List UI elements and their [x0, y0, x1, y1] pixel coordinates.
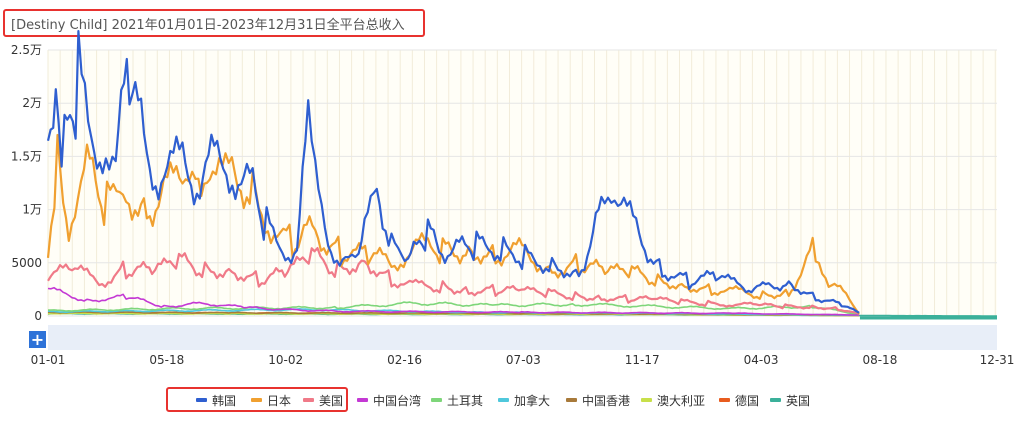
legend-item[interactable]: 土耳其 [431, 389, 483, 411]
legend-item[interactable]: 美国 [303, 389, 343, 411]
x-tick-label: 12-31 [980, 353, 1015, 367]
chart-title: [Destiny Child] 2021年01月01日-2023年12月31日全… [11, 18, 405, 33]
y-tick-label: 5000 [11, 256, 42, 270]
legend-item[interactable]: 中国台湾 [357, 389, 421, 411]
x-tick-label: 11-17 [625, 353, 660, 367]
series-line-1 [46, 133, 860, 315]
zoom-plus-button[interactable]: + [29, 330, 46, 349]
chart-legend: 韩国 日本 美国 中国台湾 土耳其 加拿大 中国香港 澳大利亚 德国 英国 [0, 389, 1015, 411]
legend-label: 德国 [735, 393, 760, 408]
x-tick-label: 04-03 [744, 353, 779, 367]
legend-label: 中国台湾 [373, 393, 422, 408]
legend-label: 土耳其 [447, 393, 484, 408]
legend-item[interactable]: 英国 [770, 389, 810, 411]
legend-highlight-box [166, 387, 348, 412]
legend-swatch [431, 398, 442, 402]
series-line-2 [47, 247, 860, 315]
legend-label: 澳大利亚 [657, 393, 706, 408]
legend-label: 加拿大 [514, 393, 551, 408]
x-tick-label: 10-02 [268, 353, 303, 367]
legend-swatch [641, 398, 652, 402]
x-tick-label: 05-18 [149, 353, 184, 367]
legend-swatch [719, 398, 730, 402]
legend-item[interactable]: 中国香港 [566, 389, 630, 411]
x-tick-label: 08-18 [862, 353, 897, 367]
x-axis-band [48, 325, 997, 350]
y-tick-label: 2万 [22, 96, 42, 110]
legend-swatch [770, 398, 781, 402]
series-line-4 [47, 301, 860, 316]
legend-item[interactable]: 日本 [251, 389, 291, 411]
legend-swatch [196, 398, 207, 402]
legend-swatch [498, 398, 509, 402]
legend-item[interactable]: 韩国 [196, 389, 236, 411]
y-tick-label: 2.5万 [11, 43, 42, 57]
legend-item[interactable]: 澳大利亚 [641, 389, 705, 411]
legend-item[interactable]: 加拿大 [498, 389, 550, 411]
x-tick-label: 01-01 [31, 353, 66, 367]
legend-label: 英国 [786, 393, 811, 408]
legend-swatch [566, 398, 577, 402]
legend-label: 韩国 [212, 393, 237, 408]
legend-swatch [357, 398, 368, 402]
legend-label: 中国香港 [582, 393, 631, 408]
legend-swatch [303, 398, 314, 402]
series-line-0 [46, 30, 860, 314]
legend-swatch [251, 398, 262, 402]
series-line-5 [47, 307, 860, 317]
y-tick-label: 1.5万 [11, 149, 42, 163]
series-line-3 [47, 286, 860, 316]
y-tick-label: 0 [34, 309, 42, 323]
legend-label: 美国 [319, 393, 344, 408]
legend-item[interactable]: 德国 [719, 389, 759, 411]
x-tick-label: 02-16 [387, 353, 422, 367]
x-tick-label: 07-03 [506, 353, 541, 367]
title-highlight-box [3, 9, 425, 37]
y-tick-label: 1万 [22, 203, 42, 217]
legend-label: 日本 [267, 393, 292, 408]
